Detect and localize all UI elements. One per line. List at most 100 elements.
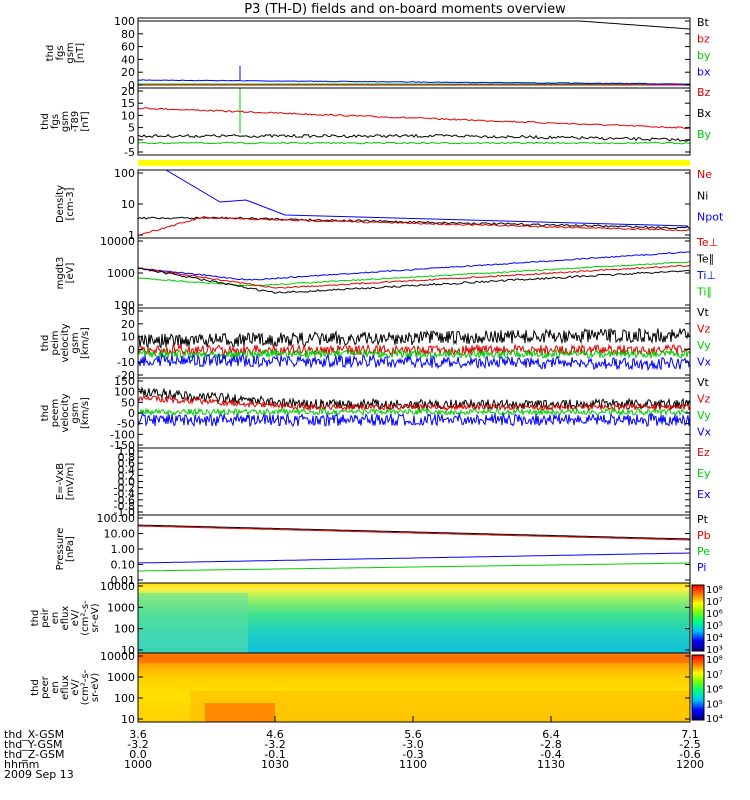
y-tick-label: 0 (128, 134, 135, 147)
y-tick-label: 100 (114, 299, 135, 312)
x-axis-value: 1000 (124, 758, 152, 771)
pb-trace (138, 525, 690, 541)
pe-trace (138, 562, 690, 572)
legend-Pt: Pt (697, 513, 709, 526)
legend-Ez: Ez (697, 446, 710, 459)
legend-Ti⊥: Ti⊥ (696, 269, 716, 282)
by-trace (138, 141, 690, 145)
panel-frame (137, 87, 691, 156)
y-axis-label: [nT] (80, 111, 91, 131)
y-tick-label: 10000 (100, 235, 135, 248)
colorbar-tick: 10⁴ (706, 714, 723, 725)
y-axis-label: eV/ (70, 609, 81, 626)
vz-trace (138, 343, 690, 357)
y-axis-label: peim (50, 330, 61, 355)
vx-trace (138, 353, 690, 372)
heatmap-feature (138, 655, 690, 663)
y-tick-label: 1.0 (118, 445, 136, 458)
heatmap-feature (138, 593, 248, 653)
panel-frame (137, 514, 691, 584)
y-axis-label: [eV] (65, 263, 76, 284)
x-axis-row-label: thd_Y-GSM (4, 738, 63, 751)
x-axis-value: -3.2 (264, 738, 285, 751)
x-axis-value: 0.0 (129, 748, 147, 761)
heatmap-feature (205, 703, 275, 722)
vz-trace (138, 394, 690, 412)
y-axis-label: gsm (60, 111, 71, 132)
legend-Bz: Bz (697, 86, 711, 99)
x-axis-value: 7.1 (681, 728, 699, 741)
legend-By: By (697, 128, 712, 141)
panel-frame (137, 447, 691, 516)
y-tick-label: -50 (117, 418, 135, 431)
x-axis-value: 1030 (261, 758, 289, 771)
temperature-panel: 10000 1000 100 mgdt3 [eV] Te⊥ Te∥ Ti⊥ Ti∥ (55, 235, 718, 312)
y-axis-label: Pressure (55, 528, 66, 571)
y-tick-label: 60 (121, 41, 135, 54)
y-tick-label: 100 (114, 623, 135, 636)
y-tick-label: 10 (121, 331, 135, 344)
y-tick-label: 0 (128, 79, 135, 92)
y-tick-label: 0 (128, 343, 135, 356)
y-axis-label: fgs (55, 45, 66, 60)
y-axis-label: thd (40, 405, 51, 422)
y-axis-label: sr-eV) (90, 603, 101, 632)
colorbar-tick: 10⁶ (706, 609, 723, 620)
y-axis-label: [nPa] (65, 536, 76, 562)
y-tick-label: 20 (121, 85, 135, 98)
colorbar-tick: 10⁶ (706, 685, 723, 696)
legend-Ey: Ey (697, 467, 711, 480)
bt-trace (138, 20, 690, 30)
panel-frame (137, 237, 691, 309)
y-tick-label: -1.0 (114, 506, 135, 519)
pi-trace (138, 552, 690, 564)
colorbar-tick: 10⁸ (706, 655, 723, 666)
y-axis-label: gsm (65, 42, 76, 63)
panel-frame (137, 17, 691, 89)
legend-Pi: Pi (697, 561, 706, 574)
quality-flag-bar (138, 160, 690, 166)
date-label: 2009 Sep 13 (4, 768, 74, 781)
npot-trace (165, 170, 689, 227)
colorbar-tick: 10⁵ (706, 699, 723, 710)
y-tick-label: 100 (114, 15, 135, 28)
y-tick-label: 1.00 (111, 543, 136, 556)
vy-trace (138, 407, 690, 417)
y-tick-label: 100 (114, 386, 135, 399)
y-tick-label: 50 (121, 396, 135, 409)
y-tick-label: 20 (121, 66, 135, 79)
y-tick-label: 10 (121, 713, 135, 726)
colorbar-tick: 10³ (706, 645, 723, 656)
y-axis-label: en (50, 681, 61, 694)
y-axis-label: fgs (50, 114, 61, 129)
y-tick-label: 0 (128, 407, 135, 420)
x-axis-value: -0.3 (402, 748, 423, 761)
x-axis-value: 5.6 (404, 728, 422, 741)
panel-frame (137, 652, 691, 723)
y-tick-label: 0.2 (118, 469, 136, 482)
y-tick-label: 0.8 (118, 451, 136, 464)
y-axis-label: peer (40, 675, 51, 699)
y-axis-label: thd (40, 113, 51, 130)
legend-Vx: Vx (697, 426, 712, 439)
y-tick-label: -150 (110, 439, 135, 452)
legend-Pe: Pe (697, 545, 710, 558)
y-axis-label: [mV/m] (65, 463, 76, 501)
x-axis-value: -3.0 (402, 738, 423, 751)
legend-Vt: Vt (697, 306, 710, 319)
y-axis-label: thd (40, 335, 51, 352)
vy-trace (138, 348, 690, 360)
y-tick-label: 0.4 (118, 463, 136, 476)
colorbar: 10⁸ 10⁷ 10⁶ 10⁵ 10⁴ (691, 654, 723, 725)
peer-panel: 10000 1000 100 10 thd peer en eflux eV/(cm²-s-sr… (30, 650, 691, 726)
x-axis-value: -3.2 (127, 738, 148, 751)
y-tick-label: 10 (121, 644, 135, 657)
x-axis-value: -0.1 (264, 748, 285, 761)
y-axis-label: [km/s] (80, 327, 91, 359)
y-tick-label: 15 (121, 97, 135, 110)
x-axis-value: 3.6 (129, 728, 147, 741)
y-tick-label: -100 (110, 428, 135, 441)
